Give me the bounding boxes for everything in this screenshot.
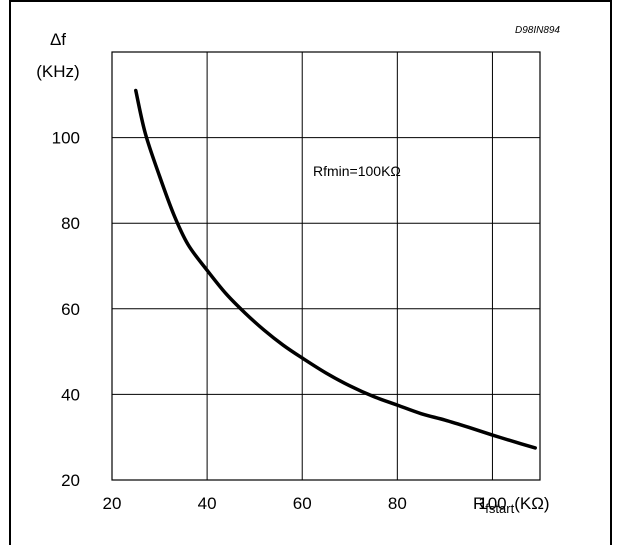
y-tick-label: 40 bbox=[61, 385, 80, 404]
x-axis-label-unit: (KΩ) bbox=[514, 494, 549, 513]
x-tick-labels: 20 40 60 80 100 bbox=[103, 494, 507, 513]
x-axis-label: Rfstart(KΩ) bbox=[473, 494, 550, 516]
frame-top-border bbox=[9, 0, 612, 2]
figure-code: D98IN894 bbox=[515, 25, 560, 36]
annotation: Rfmin=100KΩ bbox=[313, 163, 401, 179]
frame-right-border bbox=[610, 0, 612, 545]
y-tick-label: 20 bbox=[61, 471, 80, 490]
y-axis-unit: (KHz) bbox=[36, 62, 79, 81]
y-axis-symbol: Δf bbox=[50, 30, 66, 49]
plot-frame bbox=[111, 51, 541, 481]
grid bbox=[112, 52, 540, 480]
marks bbox=[134, 88, 537, 450]
frame-left-border bbox=[9, 0, 11, 545]
x-tick-label: 60 bbox=[293, 494, 312, 513]
x-tick-label: 80 bbox=[388, 494, 407, 513]
x-tick-label: 20 bbox=[103, 494, 122, 513]
y-tick-labels: 20 40 60 80 100 bbox=[52, 129, 80, 490]
x-tick-label: 100 bbox=[478, 494, 506, 513]
y-tick-label: 60 bbox=[61, 300, 80, 319]
x-axis-label-sub: fstart bbox=[485, 501, 514, 516]
y-tick-label: 100 bbox=[52, 129, 80, 148]
x-axis-label-main: R bbox=[473, 494, 485, 513]
y-tick-label: 80 bbox=[61, 214, 80, 233]
series-line bbox=[134, 88, 537, 450]
x-tick-label: 40 bbox=[198, 494, 217, 513]
